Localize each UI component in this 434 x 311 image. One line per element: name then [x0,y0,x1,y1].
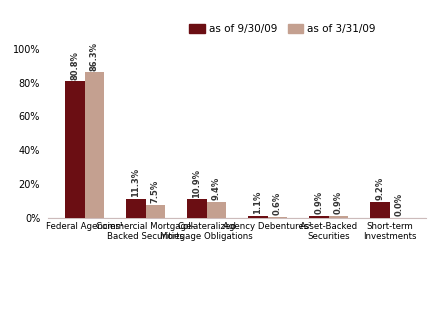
Text: 0.9%: 0.9% [333,191,342,215]
Bar [187,199,206,218]
Bar [247,216,267,218]
Text: 0.0%: 0.0% [394,193,403,216]
Text: 10.9%: 10.9% [192,169,201,197]
Text: 0.6%: 0.6% [272,192,281,215]
Bar [206,202,226,218]
Text: 1.1%: 1.1% [253,191,262,214]
Bar [65,81,84,218]
Bar [328,216,347,218]
Bar [308,216,328,218]
Text: 80.8%: 80.8% [70,52,79,81]
Bar [84,72,104,218]
Text: 86.3%: 86.3% [90,42,99,71]
Text: 9.2%: 9.2% [375,177,383,201]
Text: 0.9%: 0.9% [314,191,322,215]
Bar [145,205,165,218]
Bar [267,217,286,218]
Text: 11.3%: 11.3% [131,168,140,197]
Text: 7.5%: 7.5% [151,180,159,203]
Legend: as of 9/30/09, as of 3/31/09: as of 9/30/09, as of 3/31/09 [189,24,375,35]
Bar [126,199,145,218]
Text: 9.4%: 9.4% [211,177,220,200]
Bar [369,202,389,218]
